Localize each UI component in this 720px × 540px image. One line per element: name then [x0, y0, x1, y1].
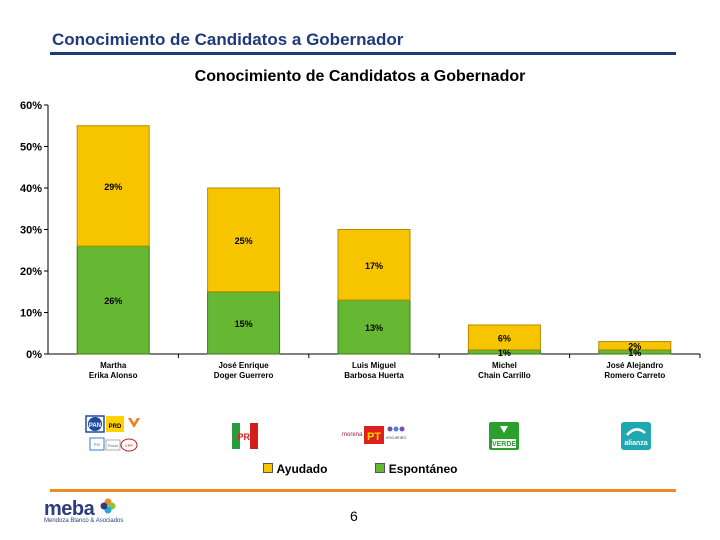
chart-title: Conocimiento de Candidatos a Gobernador	[195, 68, 526, 85]
x-tick-label: Erika Alonso	[89, 371, 138, 380]
data-label-espontaneo: 26%	[104, 296, 122, 306]
y-tick-label: 30%	[20, 225, 42, 237]
x-tick-label: Romero Carreto	[604, 371, 665, 380]
legend-item-espontaneo: Espontáneo	[374, 462, 458, 476]
data-label-espontaneo: 15%	[235, 319, 253, 329]
footer-divider	[50, 489, 676, 492]
nueva-alianza-logo: alianza	[620, 414, 652, 458]
legend-label-ayudado: Ayudado	[276, 462, 328, 476]
bar-segment-ayudado	[467, 324, 541, 351]
morena-pt-pes-logos: morena PT encuentro	[340, 414, 412, 458]
x-tick-label: Chain Carrillo	[478, 371, 531, 380]
y-tick-label: 50%	[20, 142, 42, 154]
x-tick-label: José Enrique	[218, 361, 269, 370]
verde-logo-text: VERDE	[492, 441, 516, 448]
legend-swatch-ayudado	[262, 463, 273, 473]
data-label-espontaneo: 1%	[628, 348, 641, 358]
y-tick-label: 40%	[20, 183, 42, 195]
meba-brand-subtitle: Mendoza Blanco & Asociados	[44, 518, 124, 524]
data-label-ayudado: 29%	[104, 182, 122, 192]
legend-swatch-espontaneo	[374, 463, 385, 473]
pan-logo-text: PAN	[89, 423, 101, 429]
data-label-ayudado: 6%	[498, 333, 511, 343]
legend-item-ayudado: Ayudado	[262, 462, 328, 476]
data-label-espontaneo: 1%	[498, 348, 511, 358]
meba-brand-text: meba	[44, 498, 95, 520]
bar-segment-ayudado	[598, 341, 672, 351]
bar-segment-espontaneo	[337, 299, 411, 355]
page-number: 6	[350, 508, 358, 524]
data-label-espontaneo: 13%	[365, 323, 383, 333]
meba-logo: meba Mendoza Blanco & Asociados	[44, 498, 123, 524]
bar-segment-espontaneo	[76, 245, 150, 355]
pes-logo-text: encuentro	[386, 435, 407, 440]
psi-logo-text: PSI	[94, 442, 100, 447]
pt-logo-text: PT	[367, 431, 381, 443]
bar-segment-ayudado	[76, 125, 150, 247]
alianza-logo-text: alianza	[624, 440, 647, 447]
x-tick-label: Martha	[100, 361, 127, 370]
stacked-bar-chart: Conocimiento de Candidatos a Gobernador 0…	[20, 68, 701, 380]
x-tick-label: José Alejandro	[606, 361, 663, 370]
data-label-ayudado: 25%	[235, 236, 253, 246]
prd-logo-text: PRD	[109, 424, 122, 430]
cpp-logo-text: CPP	[125, 443, 134, 448]
pri-logo-text: PRI	[237, 432, 252, 442]
data-label-ayudado: 17%	[365, 261, 383, 271]
data-label-ayudado: 2%	[628, 342, 641, 352]
morena-logo-text: morena	[342, 432, 363, 438]
y-tick-label: 0%	[26, 349, 42, 361]
bar-segment-ayudado	[207, 187, 281, 293]
x-tick-label: Doger Guerrero	[214, 371, 274, 380]
x-tick-label: Michel	[492, 361, 517, 370]
bar-segment-ayudado	[337, 229, 411, 301]
y-tick-label: 60%	[20, 100, 42, 112]
x-tick-label: Barbosa Huerta	[344, 371, 404, 380]
page-header-title: Conocimiento de Candidatos a Gobernador	[52, 30, 404, 49]
meba-flower-icon	[100, 498, 116, 514]
bar-segment-espontaneo	[207, 291, 281, 355]
x-tick-label: Luis Miguel	[352, 361, 396, 370]
verde-logo: VERDE	[488, 414, 520, 458]
header-divider	[50, 52, 676, 55]
pan-prd-mc-coalition-logos: PAN PRD PSI Pacto CPP	[84, 414, 144, 458]
pri-logo: PRI	[231, 414, 259, 458]
y-tick-label: 10%	[20, 308, 42, 320]
chart-legend: Ayudado Espontáneo	[0, 462, 720, 476]
pacto-logo-text: Pacto	[108, 443, 119, 448]
y-tick-label: 20%	[20, 266, 42, 278]
legend-label-espontaneo: Espontáneo	[388, 462, 458, 476]
